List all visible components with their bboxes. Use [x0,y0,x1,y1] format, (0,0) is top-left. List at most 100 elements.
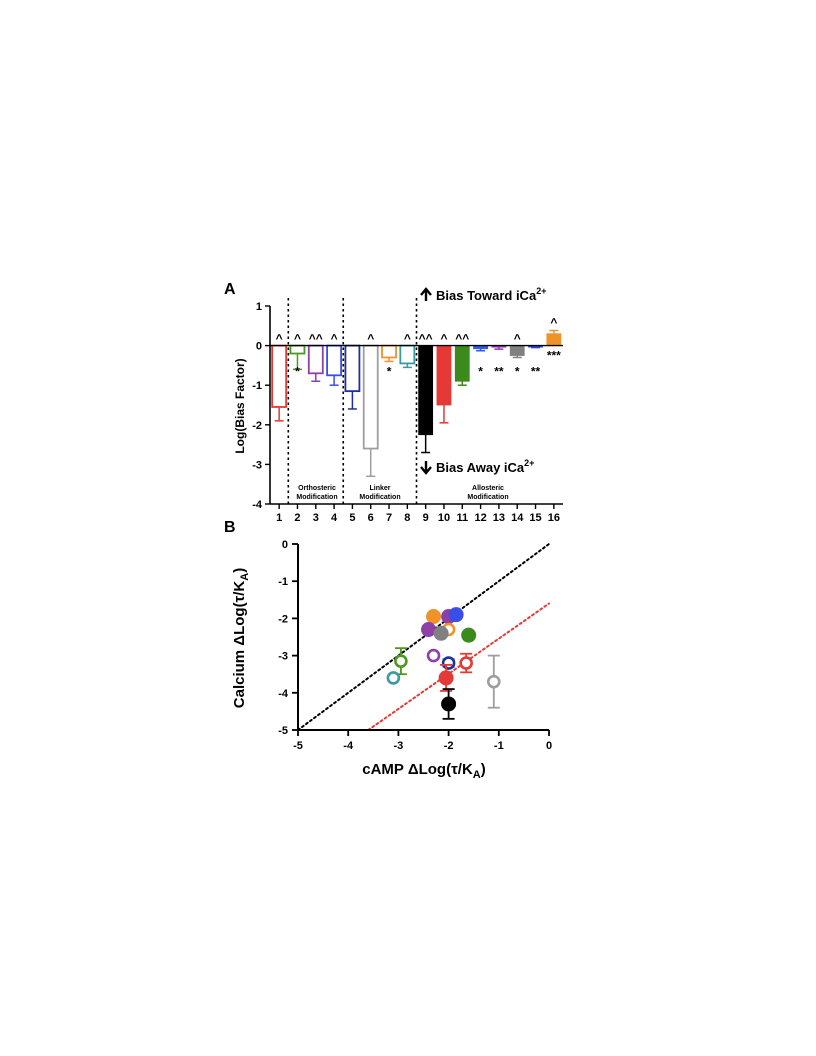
panel-b-y-label-close: ) [231,568,248,573]
panel-a-axes [265,298,563,509]
panel-a-x-tick-label: 13 [493,512,505,524]
panel-a-x-tick-label: 1 [276,512,282,524]
panel-a-x-tick-label: 12 [474,512,486,524]
panel-b-point-15 [441,696,457,712]
panel-a-x-tick-label: 10 [438,512,450,524]
panel-a-x-tick-label: 3 [313,512,319,524]
panel-a-bar-7 [381,344,397,359]
panel-a-x-tick-label: 2 [294,512,300,524]
panel-b-point-10 [459,656,473,670]
panel-a-x-tick-label: 4 [331,512,338,524]
panel-a-top-mark: ^^ [455,332,469,346]
panel-a-x-tick-label: 15 [529,512,541,524]
panel-a-bar-11 [454,345,470,382]
bias-away-annotation: Bias Away iCa2+ [420,458,534,475]
panel-b-y-label-text: Calcium ΔLog(τ/K [231,581,248,709]
panel-b-point-9 [441,656,456,670]
bias-toward-label: Bias Toward iCa [436,288,537,303]
panel-a-bar-10 [436,345,452,406]
panel-a-bottom-mark: * [387,365,392,379]
panel-a-bottom-mark: * [515,365,520,379]
panel-b-x-tick-label: -1 [494,740,504,752]
panel-a-bar-16 [546,333,562,347]
panel-a-bar-9 [418,345,434,436]
panel-b-points [386,607,501,720]
panel-b-point-3 [448,607,464,623]
panel-b-y-tick-label: 0 [282,539,288,551]
panel-a-top-mark: ^ [550,316,557,330]
panel-a-x-tick-label: 7 [386,512,392,524]
panel-a-y-tick-label: -1 [252,380,262,392]
panel-b-y-tick-label: -4 [278,688,289,700]
arrow-up-icon [420,287,432,301]
panel-a-x-tick-labels: 1 2 3 4 5 6 7 8 9 10 11 12 13 14 15 16 [276,512,560,524]
panel-b-point-13 [438,670,454,686]
panel-a-x-tick-label: 9 [423,512,429,524]
panel-b-x-tick-label: -3 [394,740,404,752]
panel-a-y-tick-label: 1 [256,301,262,313]
region-linker-line1: Linker [369,485,390,492]
panel-b-point-8 [426,648,441,663]
panel-a-x-tick-label: 5 [349,512,355,524]
panel-b-y-tick-label: -3 [278,651,288,663]
region-allosteric-line2: Modification [467,494,508,501]
panel-b-point-14 [486,674,501,689]
panel-b-point-7 [461,627,477,643]
panel-a-y-tick-label: -3 [252,459,262,471]
panel-a-bar-8 [399,344,416,365]
panel-b-point-6 [433,625,449,641]
bias-toward-superscript: 2+ [536,286,546,296]
panel-a-y-axis-label: Log(Bias Factor) [233,358,247,453]
panel-b-y-label-sub: A [239,573,251,581]
panel-a-y-tick-labels: 1 0 -1 -2 -3 -4 [252,301,263,511]
panel-a-bar-6 [362,344,379,450]
panel-a-bar-1 [271,344,288,408]
panel-b-x-tick-label: -5 [293,740,303,752]
bias-away-text: Bias Away iCa2+ [436,458,534,475]
panel-b-y-axis-label: Calcium ΔLog(τ/KA) [231,568,251,708]
panel-b-x-tick-label: 0 [546,740,552,752]
bias-away-label: Bias Away iCa [436,460,525,475]
panel-a-letter: A [224,281,236,298]
panel-a-top-mark: ^ [276,332,283,346]
panel-b-y-tick-label: -5 [278,725,288,737]
panel-b-x-label-close: ) [481,761,486,778]
panel-a-top-mark: ^ [404,332,411,346]
panel-b-point-1 [426,609,442,625]
panel-a-bar-14 [509,345,525,356]
arrow-down-icon [420,461,432,475]
panel-a-x-tick-label: 8 [404,512,410,524]
panel-a-x-tick-label: 14 [511,512,524,524]
bias-toward-annotation: Bias Toward iCa2+ [420,286,546,303]
panel-a-bar-5 [344,344,361,393]
region-allosteric-line1: Allosteric [472,485,504,492]
panel-a-bar-2 [289,344,306,355]
panel-b-tick-labels: -5 -4 -3 -2 -1 0 0 -1 -2 -3 -4 -5 [278,539,552,752]
panel-b-y-tick-label: -2 [278,613,288,625]
region-orthosteric-line1: Orthosteric [298,485,336,492]
panel-b-reference-line-2 [367,602,550,731]
panel-a-top-mark: ^ [331,332,338,346]
panel-a-bar-4 [326,344,342,377]
bias-away-superscript: 2+ [524,458,534,468]
panel-b-reference-lines [297,543,550,731]
panel-a-bottom-mark: ** [494,365,504,379]
panel-b-x-label-sub: A [473,769,481,781]
panel-a-top-mark: ^^ [419,332,433,346]
panel-a-y-tick-label: 0 [256,341,262,353]
panel-b-axes [292,543,550,736]
panel-a-top-mark: ^ [367,332,374,346]
panel-b-point-12 [386,671,401,685]
panel-b-x-tick-label: -2 [444,740,454,752]
panel-b-point-11 [394,654,408,668]
panel-a-top-mark: ^ [440,332,447,346]
panel-a-bar-3 [307,344,324,375]
panel-a-y-tick-label: -4 [252,499,263,511]
panel-a-bottom-mark: * [295,365,300,379]
panel-a-region-labels: Orthosteric Modification Linker Modifica… [296,485,508,501]
panel-a-top-mark: ^^ [309,332,323,346]
panel-b-letter: B [224,519,236,536]
panel-a-x-tick-label: 16 [548,512,560,524]
panel-b-x-label-text: cAMP ΔLog(τ/K [362,761,473,778]
